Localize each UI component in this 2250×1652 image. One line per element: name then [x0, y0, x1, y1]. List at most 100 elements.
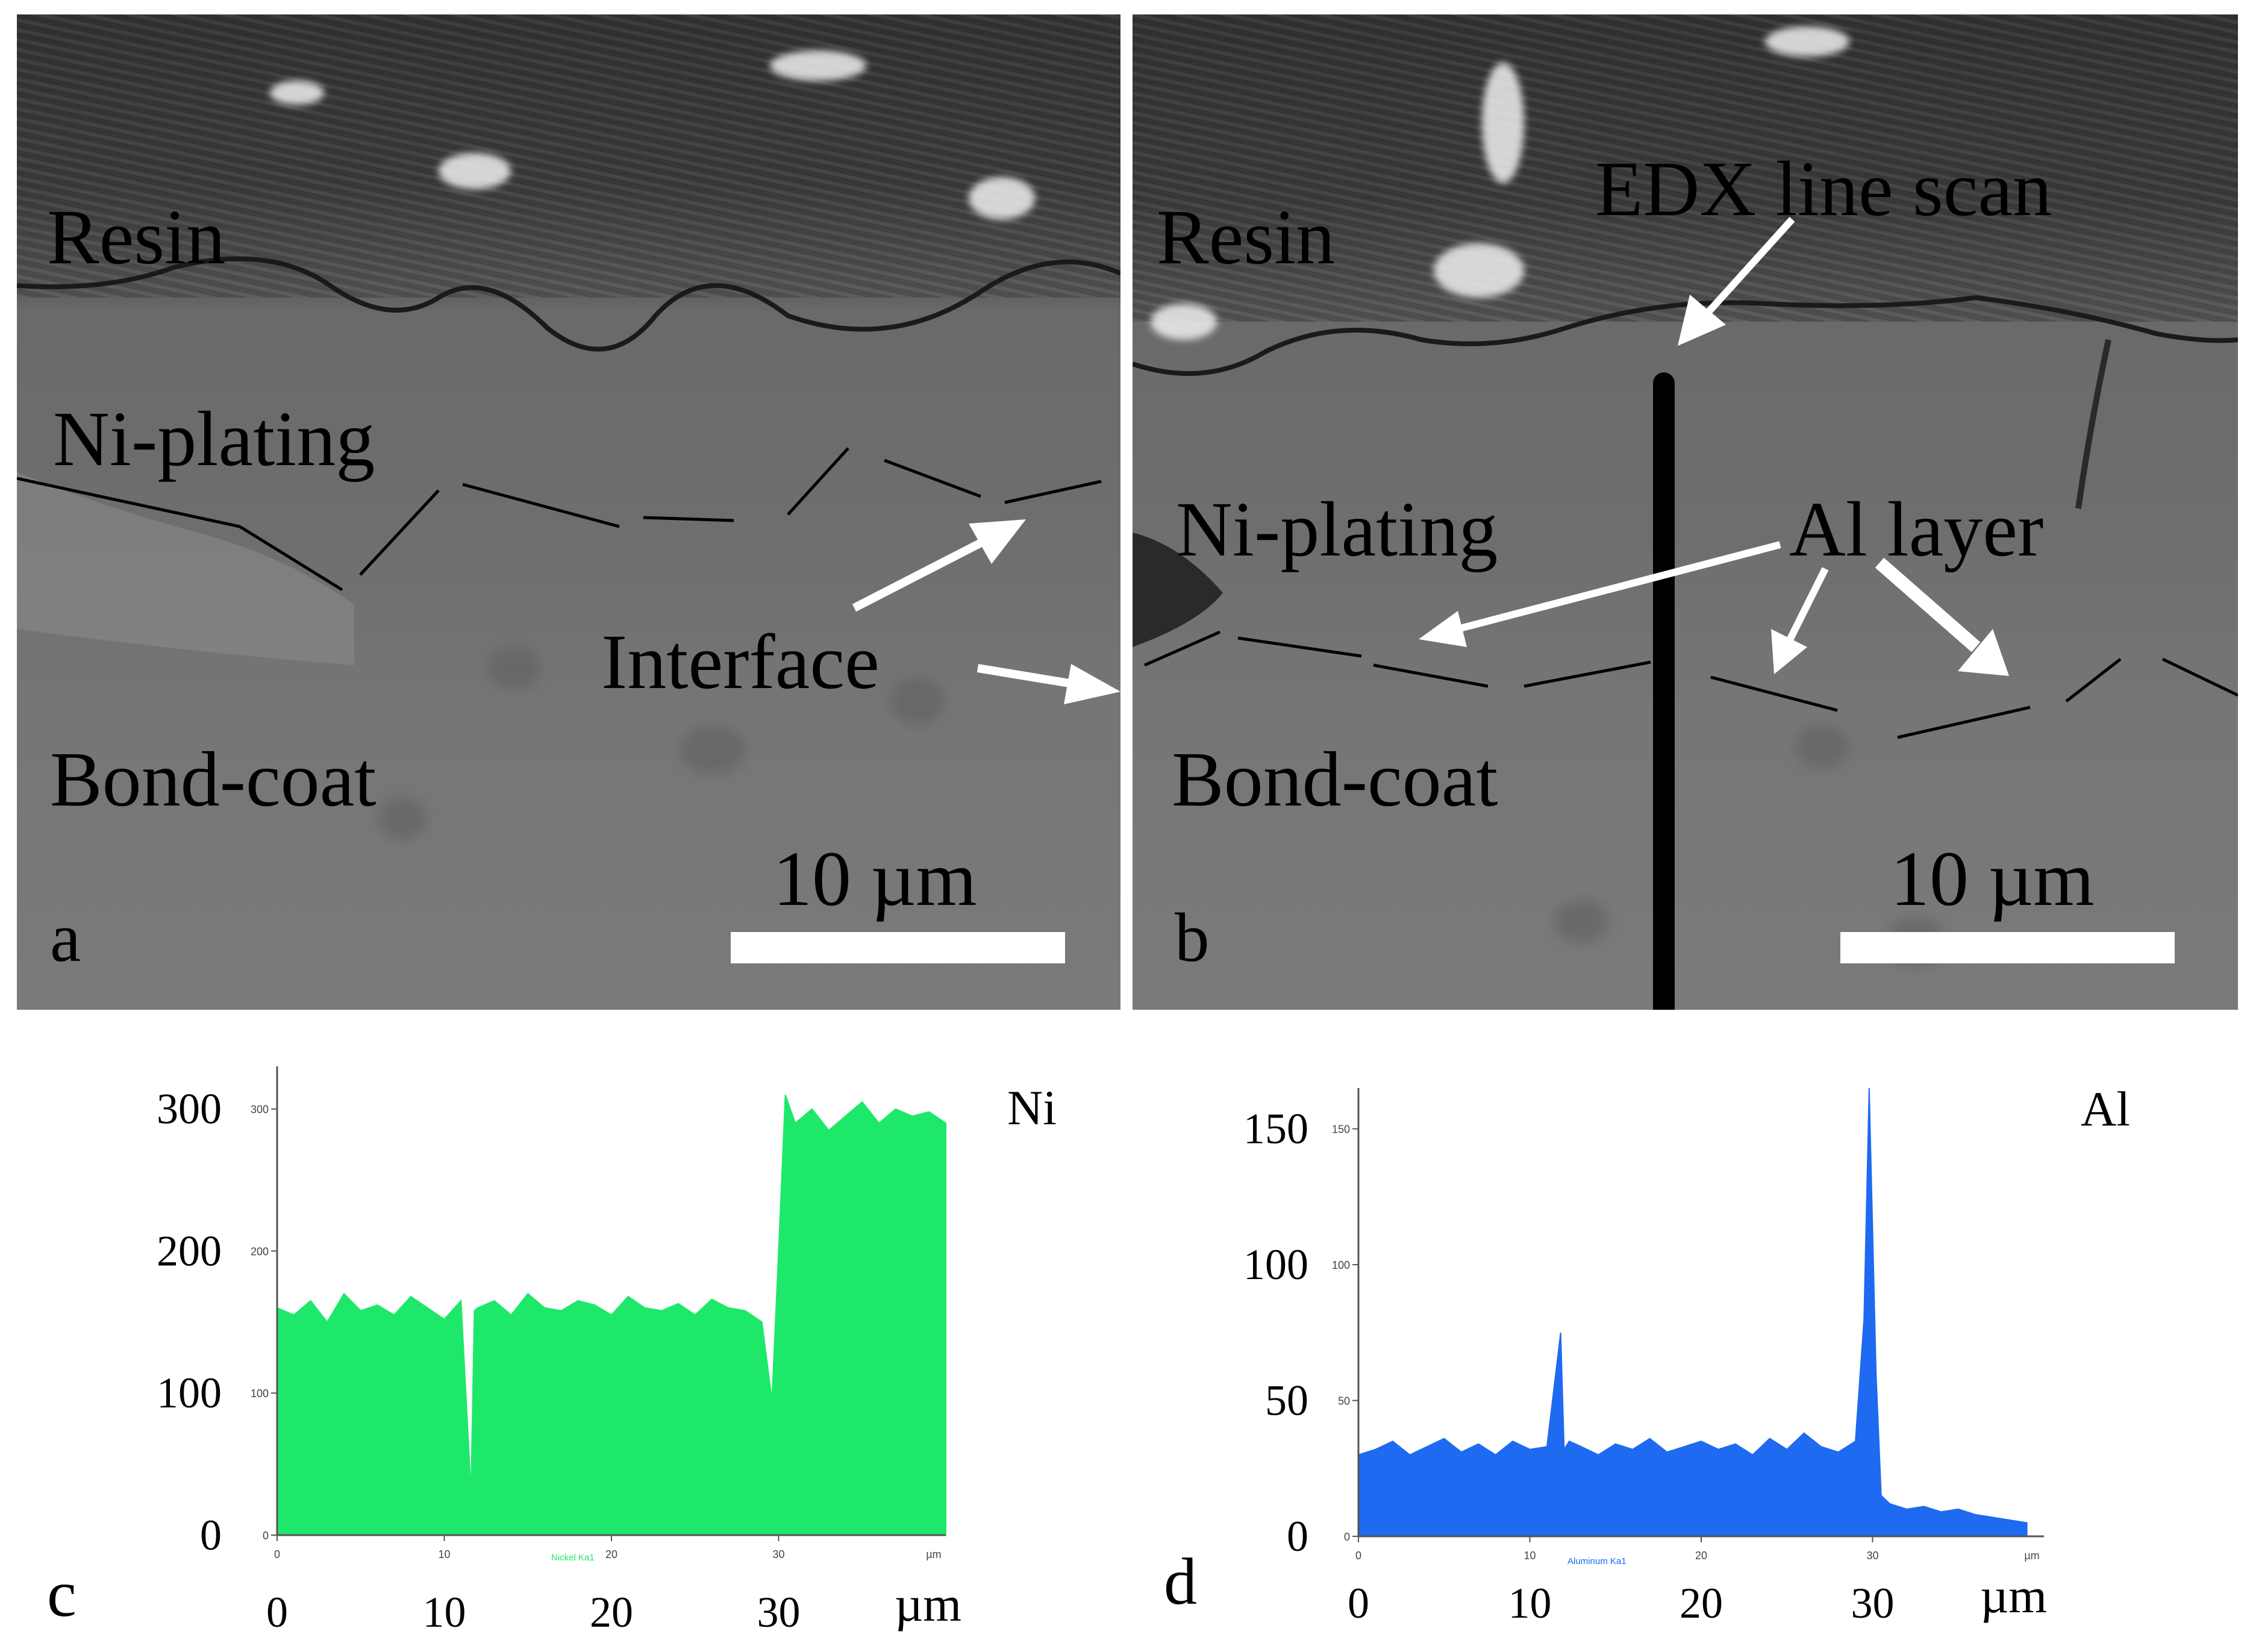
dark-feature — [890, 677, 945, 725]
al-layer-arrow — [1875, 557, 2009, 676]
x-tick-small: 10 — [1523, 1550, 1536, 1562]
scale-bar — [1840, 932, 2175, 963]
ni-plating-label: Ni-plating — [1176, 486, 1498, 573]
y-tick-label: 100 — [1243, 1241, 1308, 1289]
x-unit-small: µm — [2024, 1550, 2039, 1562]
y-tick-small: 300 — [251, 1104, 269, 1116]
interface-line — [787, 447, 849, 516]
ni-plating-label: Ni-plating — [53, 396, 375, 483]
bright-feature — [1482, 63, 1524, 183]
y-tick-small: 200 — [251, 1245, 269, 1257]
interface-line — [1897, 706, 2031, 739]
interface-line — [1143, 630, 1221, 667]
y-tick-label: 200 — [157, 1227, 222, 1275]
resin-label: Resin — [1157, 194, 1336, 281]
dark-feature — [1554, 900, 1608, 942]
x-tick-small: 0 — [1355, 1550, 1361, 1562]
interface-line — [2065, 658, 2122, 702]
x-tick-label: 30 — [1851, 1579, 1895, 1627]
resin-region-a — [17, 14, 1120, 298]
pore — [1133, 533, 1223, 647]
series-area — [1358, 1087, 2028, 1537]
series-name-al: Aluminum Ka1 — [1567, 1556, 1627, 1566]
resin-region-b — [1133, 14, 2238, 322]
interface-line — [2161, 657, 2238, 697]
scale-bar — [731, 932, 1065, 963]
bright-feature — [969, 177, 1035, 219]
y-tick-small: 50 — [1338, 1395, 1350, 1407]
interface-line — [1710, 675, 1838, 712]
y-tick-label: 0 — [200, 1511, 222, 1559]
bright-feature — [439, 153, 511, 189]
y-tick-small: 100 — [251, 1388, 269, 1400]
dark-feature — [680, 725, 746, 774]
interface-line — [462, 483, 620, 528]
y-tick-label: 100 — [157, 1369, 222, 1417]
resin-ni-boundary — [1133, 295, 2238, 376]
interface-line — [239, 525, 343, 592]
interface-line — [1237, 636, 1362, 658]
x-tick-small: 20 — [605, 1548, 617, 1560]
x-unit-label: µm — [895, 1577, 962, 1632]
x-tick-label: 30 — [757, 1588, 801, 1636]
y-tick-label: 0 — [1287, 1512, 1308, 1560]
bright-feature — [1151, 304, 1217, 340]
overlay-a — [17, 256, 1120, 704]
bright-feature — [1434, 243, 1524, 298]
y-tick-small: 150 — [1332, 1124, 1350, 1136]
x-tick-label: 0 — [1348, 1579, 1369, 1627]
panel-letter-c: c — [47, 1557, 77, 1630]
bond-coat-label: Bond-coat — [50, 736, 377, 823]
x-unit-label: µm — [1980, 1568, 2048, 1623]
interface-label: Interface — [601, 619, 880, 706]
y-tick-small: 0 — [263, 1530, 269, 1542]
resin-label: Resin — [47, 194, 226, 281]
al-layer-label: Al layer — [1789, 486, 2044, 573]
interface-line — [1004, 480, 1102, 504]
x-tick-label: 10 — [423, 1588, 466, 1636]
chart-d: Al d µm Aluminum Ka1 0 0 50 50 100 100 150 150 0… — [1125, 1024, 2250, 1652]
x-tick-label: 10 — [1508, 1579, 1552, 1627]
y-tick-label: 150 — [1243, 1105, 1308, 1153]
x-tick-label: 20 — [1680, 1579, 1723, 1627]
x-tick-small: 20 — [1695, 1550, 1707, 1562]
y-tick-label: 50 — [1265, 1377, 1308, 1425]
dark-feature — [1795, 725, 1849, 768]
y-tick-small: 100 — [1332, 1259, 1350, 1271]
panel-letter-a: a — [50, 900, 81, 976]
panel-letter-b: b — [1175, 900, 1210, 976]
panel-letter-d: d — [1164, 1545, 1197, 1618]
interface-line — [884, 458, 981, 498]
resin-ni-boundary — [17, 256, 1120, 352]
dark-feature — [487, 647, 541, 689]
bond-coat-label: Bond-coat — [1172, 736, 1498, 823]
al-layer-arrow — [1771, 567, 1829, 674]
x-tick-small: 0 — [274, 1548, 280, 1560]
rough-interface-zone — [17, 472, 354, 665]
edx-arrow — [1678, 216, 1795, 346]
overlay-b — [1133, 216, 2238, 1010]
y-tick-label: 300 — [157, 1085, 222, 1133]
x-tick-small: 30 — [1866, 1550, 1878, 1562]
x-tick-label: 20 — [590, 1588, 633, 1636]
vertical-crack — [2075, 339, 2111, 509]
interface-arrow — [852, 519, 1026, 612]
interface-line — [1523, 660, 1651, 688]
element-label-ni: Ni — [1007, 1080, 1057, 1135]
bright-feature — [770, 51, 866, 81]
edx-line-scan-label: EDX line scan — [1595, 146, 2052, 233]
x-tick-small: 10 — [438, 1548, 450, 1560]
scale-bar-text: 10 µm — [773, 836, 977, 922]
scale-bar-text: 10 µm — [1890, 836, 2095, 922]
chart-c: Ni c µm Nickel Ka1 0 0 100 100 200 200 300 300 0… — [0, 1024, 1125, 1652]
interface-line — [359, 489, 440, 576]
interface-line — [643, 516, 734, 522]
interface-line — [1373, 663, 1489, 688]
x-tick-small: 30 — [772, 1548, 784, 1560]
al-layer-arrow — [1419, 541, 1781, 647]
interface-line — [17, 477, 240, 528]
sem-panel-b: Resin EDX line scan Ni-plating Al layer … — [1133, 14, 2238, 1010]
y-tick-small: 0 — [1344, 1531, 1350, 1543]
